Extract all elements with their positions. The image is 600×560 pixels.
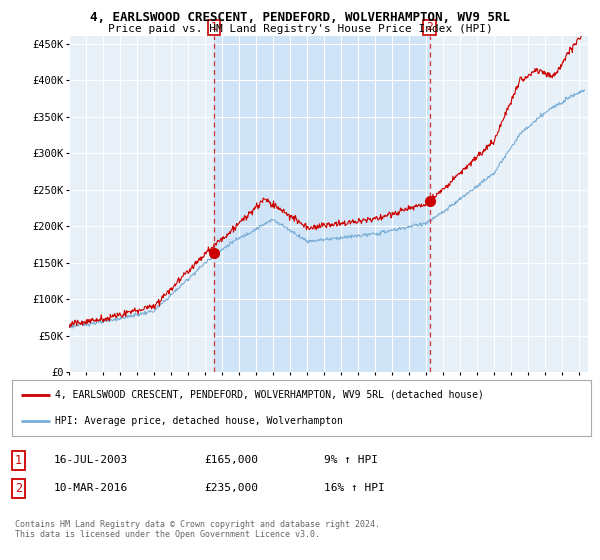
Text: HPI: Average price, detached house, Wolverhampton: HPI: Average price, detached house, Wolv… <box>55 416 343 426</box>
Text: 9% ↑ HPI: 9% ↑ HPI <box>324 455 378 465</box>
Text: 2: 2 <box>15 482 22 495</box>
Text: £165,000: £165,000 <box>204 455 258 465</box>
Text: 16% ↑ HPI: 16% ↑ HPI <box>324 483 385 493</box>
Text: 16-JUL-2003: 16-JUL-2003 <box>54 455 128 465</box>
Text: 2: 2 <box>426 22 433 32</box>
Text: 1: 1 <box>15 454 22 467</box>
Bar <box>214 36 430 372</box>
Text: £235,000: £235,000 <box>204 483 258 493</box>
Text: Price paid vs. HM Land Registry's House Price Index (HPI): Price paid vs. HM Land Registry's House … <box>107 24 493 34</box>
Text: 1: 1 <box>211 22 218 32</box>
Text: 4, EARLSWOOD CRESCENT, PENDEFORD, WOLVERHAMPTON, WV9 5RL (detached house): 4, EARLSWOOD CRESCENT, PENDEFORD, WOLVER… <box>55 390 484 400</box>
Text: 4, EARLSWOOD CRESCENT, PENDEFORD, WOLVERHAMPTON, WV9 5RL: 4, EARLSWOOD CRESCENT, PENDEFORD, WOLVER… <box>90 11 510 24</box>
Text: Contains HM Land Registry data © Crown copyright and database right 2024.
This d: Contains HM Land Registry data © Crown c… <box>15 520 380 539</box>
Text: 10-MAR-2016: 10-MAR-2016 <box>54 483 128 493</box>
